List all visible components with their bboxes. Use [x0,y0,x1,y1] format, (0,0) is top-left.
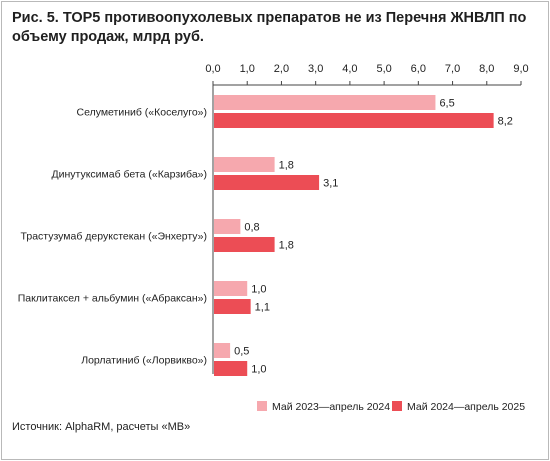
x-tick-label: 4,0 [342,63,357,75]
x-tick-label: 1,0 [240,63,255,75]
x-tick-label: 7,0 [445,63,460,75]
data-label: 0,8 [244,222,259,234]
data-label: 0,5 [234,346,249,358]
bar [214,237,275,252]
source-note: Источник: AlphaRM, расчеты «МВ» [12,421,191,433]
legend-label: Май 2024—апрель 2025 [407,401,525,413]
data-label: 1,8 [279,160,294,172]
data-label: 1,0 [251,284,266,296]
category-label: Динутуксимаб бета («Карзиба») [52,169,208,181]
x-tick-label: 9,0 [513,63,528,75]
x-tick-label: 6,0 [411,63,426,75]
bar [214,219,241,234]
chart-title: Рис. 5. ТОР5 противоопухолевых препарато… [12,10,527,45]
data-label: 8,2 [498,116,513,128]
category-label: Селуметиниб («Коселуго») [77,107,208,119]
data-label: 1,1 [255,302,270,314]
category-label: Паклитаксел + альбумин («Абраксан») [18,293,207,305]
x-tick-label: 5,0 [376,63,391,75]
bar [214,361,248,376]
legend-swatch [392,401,402,411]
bar [214,343,231,358]
bar [214,113,494,128]
bar [214,299,251,314]
legend-label: Май 2023—апрель 2024 [272,401,390,413]
bar [214,157,275,172]
x-tick-label: 0,0 [205,63,220,75]
bar [214,175,320,190]
data-label: 3,1 [323,178,338,190]
data-label: 1,0 [251,364,266,376]
category-label: Лорлатиниб («Лорвикво») [81,355,207,367]
data-label: 6,5 [439,98,454,110]
x-tick-label: 3,0 [308,63,323,75]
x-tick-label: 8,0 [479,63,494,75]
category-label: Трастузумаб дерукстекан («Энхерту») [21,231,207,243]
bar [214,281,248,296]
data-label: 1,8 [279,240,294,252]
bar [214,95,436,110]
x-tick-label: 2,0 [274,63,289,75]
legend-swatch [257,401,267,411]
